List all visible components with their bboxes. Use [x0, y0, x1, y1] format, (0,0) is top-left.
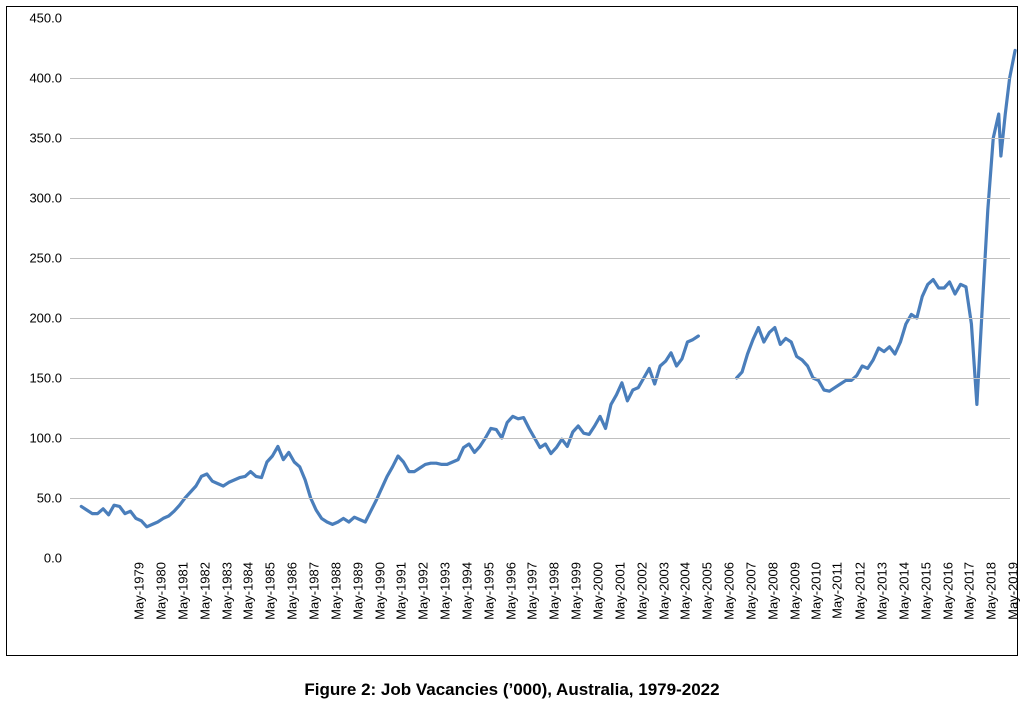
y-tick-label: 450.0 [29, 11, 70, 26]
x-tick-label: May-1993 [437, 562, 452, 620]
x-tick-label: May-2009 [787, 562, 802, 620]
x-tick-label: May-1998 [547, 562, 562, 620]
x-tick-label: May-2014 [896, 562, 911, 620]
x-tick-label: May-1980 [153, 562, 168, 620]
x-tick-label: May-2008 [765, 562, 780, 620]
y-tick-label: 250.0 [29, 251, 70, 266]
y-tick-label: 400.0 [29, 71, 70, 86]
series-line [737, 50, 1016, 404]
y-gridline [70, 138, 1010, 139]
x-tick-label: May-2017 [962, 562, 977, 620]
x-tick-label: May-1983 [219, 562, 234, 620]
y-tick-label: 350.0 [29, 131, 70, 146]
y-tick-label: 300.0 [29, 191, 70, 206]
y-tick-label: 100.0 [29, 431, 70, 446]
x-tick-label: May-1986 [284, 562, 299, 620]
y-tick-label: 50.0 [37, 491, 70, 506]
x-tick-label: May-2007 [743, 562, 758, 620]
x-tick-label: May-1981 [175, 562, 190, 620]
x-tick-label: May-2015 [918, 562, 933, 620]
x-tick-label: May-2002 [634, 562, 649, 620]
figure-caption: Figure 2: Job Vacancies (’000), Australi… [0, 680, 1024, 700]
x-tick-label: May-1994 [459, 562, 474, 620]
x-tick-label: May-2001 [612, 562, 627, 620]
x-tick-label: May-1999 [568, 562, 583, 620]
y-gridline [70, 438, 1010, 439]
y-gridline [70, 198, 1010, 199]
x-tick-label: May-1984 [241, 562, 256, 620]
figure-container: { "figure": { "width_px": 1024, "height_… [0, 0, 1024, 713]
y-tick-label: 0.0 [44, 551, 70, 566]
y-gridline [70, 498, 1010, 499]
x-tick-label: May-2005 [700, 562, 715, 620]
x-tick-label: May-1991 [394, 562, 409, 620]
y-gridline [70, 318, 1010, 319]
y-gridline [70, 78, 1010, 79]
x-tick-label: May-2010 [809, 562, 824, 620]
y-gridline [70, 378, 1010, 379]
x-tick-label: May-1995 [481, 562, 496, 620]
x-tick-label: May-1987 [306, 562, 321, 620]
x-tick-label: May-2006 [721, 562, 736, 620]
y-tick-label: 200.0 [29, 311, 70, 326]
plot-area: 0.050.0100.0150.0200.0250.0300.0350.0400… [70, 18, 1010, 558]
x-tick-label: May-2012 [852, 562, 867, 620]
series-svg [70, 18, 1010, 558]
x-tick-label: May-2011 [830, 562, 845, 619]
x-tick-label: May-1992 [416, 562, 431, 620]
x-tick-label: May-1990 [372, 562, 387, 620]
x-tick-label: May-2000 [590, 562, 605, 620]
x-tick-label: May-1979 [132, 562, 147, 620]
x-tick-label: May-2013 [874, 562, 889, 620]
x-tick-label: May-1982 [197, 562, 212, 620]
x-tick-label: May-2018 [984, 562, 999, 620]
x-tick-label: May-2004 [678, 562, 693, 620]
x-tick-label: May-1997 [525, 562, 540, 620]
x-tick-label: May-1985 [263, 562, 278, 620]
y-gridline [70, 258, 1010, 259]
x-tick-label: May-2016 [940, 562, 955, 620]
x-tick-label: May-1988 [328, 562, 343, 620]
y-tick-label: 150.0 [29, 371, 70, 386]
x-tick-label: May-2019 [1005, 562, 1020, 620]
x-tick-label: May-2003 [656, 562, 671, 620]
x-tick-label: May-1989 [350, 562, 365, 620]
x-tick-label: May-1996 [503, 562, 518, 620]
